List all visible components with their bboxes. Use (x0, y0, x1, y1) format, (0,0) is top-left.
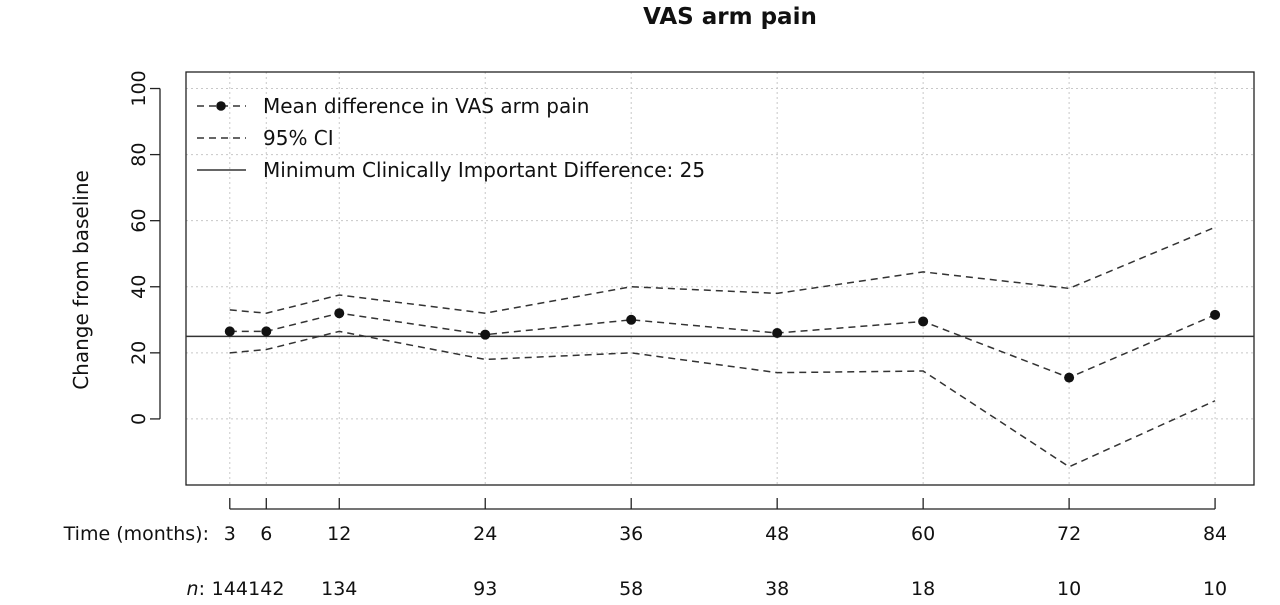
x-tick-label: 48 (765, 523, 789, 545)
legend-mean-marker (216, 101, 226, 111)
x-tick-label: 60 (911, 523, 935, 545)
x-tick-label: 6 (260, 523, 272, 545)
x-tick-label: 36 (619, 523, 643, 545)
chart-title: VAS arm pain (643, 4, 817, 30)
y-tick-label: 100 (128, 70, 150, 106)
n-value-label: 134 (321, 578, 357, 600)
n-value-label: 93 (473, 578, 497, 600)
n-symbol: n (187, 578, 199, 600)
x-tick-label: 72 (1057, 523, 1081, 545)
legend: Mean difference in VAS arm pain 95% CI M… (197, 94, 705, 182)
y-axis: 0 20 40 60 80 100 (128, 70, 161, 425)
n-value-label: 18 (911, 578, 935, 600)
x-axis: 3 144 6 142 12 134 24 93 36 58 48 38 60 18 72 10 84 10 Tim… (63, 498, 1227, 600)
n-value-label: 10 (1057, 578, 1081, 600)
legend-mcid-label: Minimum Clinically Important Difference:… (263, 158, 705, 182)
grid (186, 72, 1254, 485)
plot-frame (185, 71, 1255, 486)
ci-upper-line (229, 226, 1216, 314)
x-tick-label: 12 (327, 523, 351, 545)
mean-difference-point (1210, 309, 1221, 320)
mean-difference-point (626, 314, 637, 325)
mean-difference-point (480, 329, 491, 340)
mean-difference-point (1064, 372, 1075, 383)
mean-difference-point (334, 308, 345, 319)
mean-difference-line (229, 312, 1216, 379)
x-tick-label: 84 (1203, 523, 1227, 545)
y-axis-label: Change from baseline (69, 170, 93, 390)
mean-difference-point (772, 328, 783, 339)
mean-difference-point (224, 326, 235, 337)
n-value-label: 142 (248, 578, 284, 600)
n-value-label: 10 (1203, 578, 1227, 600)
series-layer (186, 226, 1254, 468)
n-value-label: 38 (765, 578, 789, 600)
mean-difference-point (918, 316, 929, 327)
n-colon: : (199, 578, 205, 600)
y-tick-label: 40 (128, 275, 150, 299)
y-tick-label: 0 (128, 413, 150, 425)
n-value-label: 58 (619, 578, 643, 600)
x-tick-label: 3 (224, 523, 236, 545)
x-tick-label: 24 (473, 523, 497, 545)
mean-difference-point (261, 326, 272, 337)
ci-lower-line (229, 330, 1216, 468)
y-tick-label: 80 (128, 143, 150, 167)
y-tick-label: 20 (128, 341, 150, 365)
time-axis-prefix: Time (months): (63, 523, 209, 545)
y-tick-label: 60 (128, 209, 150, 233)
legend-mean-label: Mean difference in VAS arm pain (263, 94, 589, 118)
n-value-label: 144 (212, 578, 248, 600)
n-axis-prefix: n: (187, 578, 205, 600)
legend-ci-label: 95% CI (263, 126, 334, 150)
